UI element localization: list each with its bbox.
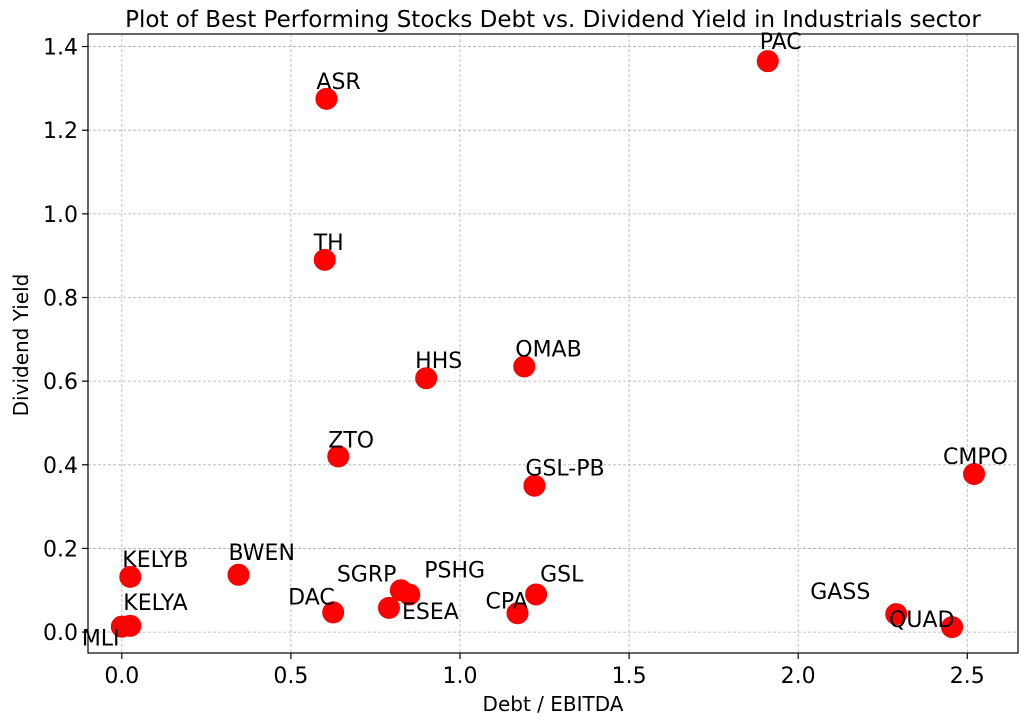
- point-label: HHS: [415, 349, 462, 374]
- point-label: ESEA: [402, 600, 459, 625]
- point-label: TH: [313, 231, 344, 256]
- scatter-point: [525, 583, 548, 606]
- point-label: QUAD: [889, 608, 954, 633]
- point-label: CPA: [485, 589, 527, 614]
- point-label: KELYA: [123, 591, 187, 616]
- point-label: ASR: [316, 70, 360, 95]
- y-tick-label: 0.6: [43, 370, 78, 395]
- point-label: DAC: [288, 585, 335, 610]
- chart-title: Plot of Best Performing Stocks Debt vs. …: [125, 7, 981, 33]
- scatter-point: [313, 248, 336, 271]
- x-tick-label: 0.5: [273, 664, 308, 689]
- scatter-point: [415, 367, 438, 390]
- point-label: KELYB: [122, 548, 188, 573]
- scatter-point: [110, 615, 133, 638]
- point-label: GASS: [810, 580, 870, 605]
- point-label: GSL-PB: [525, 457, 604, 482]
- scatter-point: [513, 355, 536, 378]
- scatter-point: [227, 563, 250, 586]
- scatter-point: [119, 565, 142, 588]
- y-tick-label: 0.0: [43, 621, 78, 646]
- scatter-point: [941, 616, 964, 639]
- scatter-point: [398, 583, 421, 606]
- point-label: OMAB: [515, 338, 581, 363]
- y-axis-label: Dividend Yield: [9, 274, 33, 417]
- point-label: MLI: [82, 627, 120, 652]
- y-tick-label: 1.2: [43, 119, 78, 144]
- scatter-point: [327, 445, 350, 468]
- data-points: [110, 50, 986, 639]
- scatter-point: [377, 596, 400, 619]
- scatter-point: [756, 50, 779, 73]
- y-tick-label: 1.0: [43, 203, 78, 228]
- x-tick-label: 2.5: [950, 664, 985, 689]
- scatter-point: [322, 601, 345, 624]
- x-tick-label: 1.0: [443, 664, 478, 689]
- y-tick-label: 0.4: [43, 454, 78, 479]
- x-tick-label: 0.0: [104, 664, 139, 689]
- scatter-point: [523, 474, 546, 497]
- grid-lines: [88, 34, 1018, 653]
- x-tick-label: 1.5: [612, 664, 647, 689]
- x-tick-label: 2.0: [781, 664, 816, 689]
- y-tick-label: 1.4: [43, 36, 78, 61]
- point-label: SGRP: [337, 562, 397, 587]
- point-label: GSL: [540, 562, 584, 587]
- axis-ticks: 0.0 0.5 1.0 1.5 2.0 2.5 0.0 0.2 0.4 0.6 0.8 1.0 1.2 1…: [43, 36, 985, 689]
- scatter-point: [963, 462, 986, 485]
- plot-area-frame: [87, 33, 1019, 654]
- point-label: PSHG: [424, 558, 485, 583]
- y-tick-label: 0.2: [43, 537, 78, 562]
- scatter-point: [506, 602, 529, 625]
- scatter-point: [885, 603, 908, 626]
- x-axis-label: Debt / EBITDA: [483, 692, 624, 716]
- point-labels: PAC ASR TH HHS OMAB ZTO GSL-PB CMPO KELYB BWEN SGR…: [82, 30, 1008, 651]
- point-label: BWEN: [228, 541, 294, 566]
- point-label: ZTO: [328, 428, 374, 453]
- scatter-point: [315, 87, 338, 110]
- y-tick-label: 0.8: [43, 286, 78, 311]
- point-label: CMPO: [943, 445, 1008, 470]
- point-label: PAC: [760, 30, 802, 55]
